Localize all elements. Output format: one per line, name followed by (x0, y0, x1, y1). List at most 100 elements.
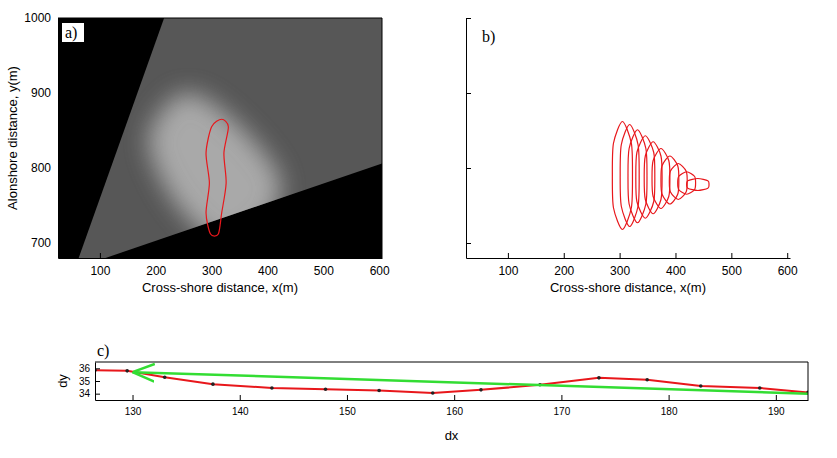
tick-label: 100 (90, 264, 110, 278)
tick-label: 190 (768, 406, 785, 417)
tick-label: 34 (79, 388, 91, 399)
panel: 100200300400500600Cross-shore distance, … (466, 19, 798, 296)
axis-line (467, 258, 791, 259)
tick: 36 (79, 363, 100, 374)
y-axis-title: Alonshore distance, y(m) (5, 66, 20, 210)
axis-line (59, 258, 383, 259)
tick-label: 150 (339, 406, 356, 417)
tick (466, 168, 471, 169)
tick-mark (58, 168, 63, 169)
marker (479, 388, 483, 392)
panel-label: a) (65, 24, 77, 42)
tick: 34 (79, 388, 100, 399)
tick (466, 93, 471, 94)
tick: 500 (314, 253, 334, 278)
axis-line (96, 400, 809, 401)
tick: 160 (446, 395, 463, 417)
marker (758, 386, 762, 390)
tick-mark (323, 253, 324, 258)
tick-mark (561, 395, 562, 400)
marker (431, 391, 435, 395)
tick-label: 900 (31, 86, 51, 100)
contour (687, 179, 709, 191)
image-background (58, 18, 382, 258)
figure: 100 200 300 400 500 600 700 800 900 1000 Cross-sho… (0, 0, 837, 458)
tick-label: 35 (79, 376, 91, 387)
tick: 1000 (24, 11, 63, 25)
image-bright-region (148, 93, 281, 243)
tick: 130 (125, 395, 142, 417)
tick-label: 200 (554, 264, 574, 278)
x-axis-title: Cross-shore distance, x(m) (550, 280, 706, 295)
tick-mark (347, 395, 348, 400)
tick: 900 (31, 86, 63, 100)
tick: 35 (79, 376, 100, 387)
tick: 800 (31, 161, 63, 175)
tick-mark (466, 93, 471, 94)
axis: 100200300400500600 (467, 253, 799, 278)
marker (125, 369, 129, 373)
tick: 190 (768, 395, 785, 417)
tick: 700 (31, 236, 63, 250)
tick-mark (776, 395, 777, 400)
marker (377, 389, 381, 393)
tick: 100 (90, 253, 110, 278)
tick-label: 300 (202, 264, 222, 278)
tick-label: 140 (232, 406, 249, 417)
tick-mark (95, 381, 100, 382)
tick (466, 243, 471, 244)
y-axis-title: dy (55, 374, 70, 388)
tick-mark (58, 18, 63, 19)
tick-mark (454, 395, 455, 400)
tick-label: 160 (446, 406, 463, 417)
tick-label: 1000 (24, 11, 51, 25)
tick-mark (156, 253, 157, 258)
tick-mark (675, 253, 676, 258)
tick: 170 (554, 395, 571, 417)
tick-label: 180 (661, 406, 678, 417)
label-patch (62, 23, 84, 42)
tick: 200 (146, 253, 166, 278)
contour (612, 122, 632, 230)
tick-label: 400 (666, 264, 686, 278)
tick-mark (466, 243, 471, 244)
tick-label: 500 (722, 264, 742, 278)
tick-label: 36 (79, 363, 91, 374)
tick-mark (100, 253, 101, 258)
panel-label: b) (482, 28, 495, 46)
tick: 300 (202, 253, 222, 278)
tick-mark (379, 253, 380, 258)
tick-label: 600 (778, 264, 798, 278)
x-axis-title: dx (445, 428, 459, 443)
tick-mark (212, 253, 213, 258)
panel: 130 140 150 160 170 180 190 3435 36 dx dy c) (55, 342, 809, 443)
axis-line (58, 19, 59, 259)
tick: 200 (554, 253, 574, 278)
marker (270, 386, 274, 390)
marker (699, 384, 703, 388)
marker (211, 382, 215, 386)
axis-line (466, 19, 467, 259)
arrow (133, 372, 808, 394)
tick-mark (466, 18, 471, 19)
marker (324, 387, 328, 391)
tick-mark (58, 243, 63, 244)
tick-mark (95, 368, 100, 369)
tick: 600 (778, 253, 798, 278)
tick-mark (466, 168, 471, 169)
axis: 100200300400500600 (59, 253, 391, 278)
tick-mark (787, 253, 788, 258)
panel-label: c) (97, 342, 109, 360)
plot-area (612, 122, 709, 230)
tick (466, 18, 471, 19)
tick-label: 800 (31, 161, 51, 175)
tick-label: 130 (125, 406, 142, 417)
tick: 600 (370, 253, 390, 278)
tick-mark (240, 395, 241, 400)
tick-mark (620, 253, 621, 258)
axis: 700 800 900 1000 (24, 11, 63, 258)
image-footprint (79, 18, 382, 258)
tick-label: 170 (554, 406, 571, 417)
tick-mark (95, 394, 100, 395)
line (95, 370, 808, 393)
